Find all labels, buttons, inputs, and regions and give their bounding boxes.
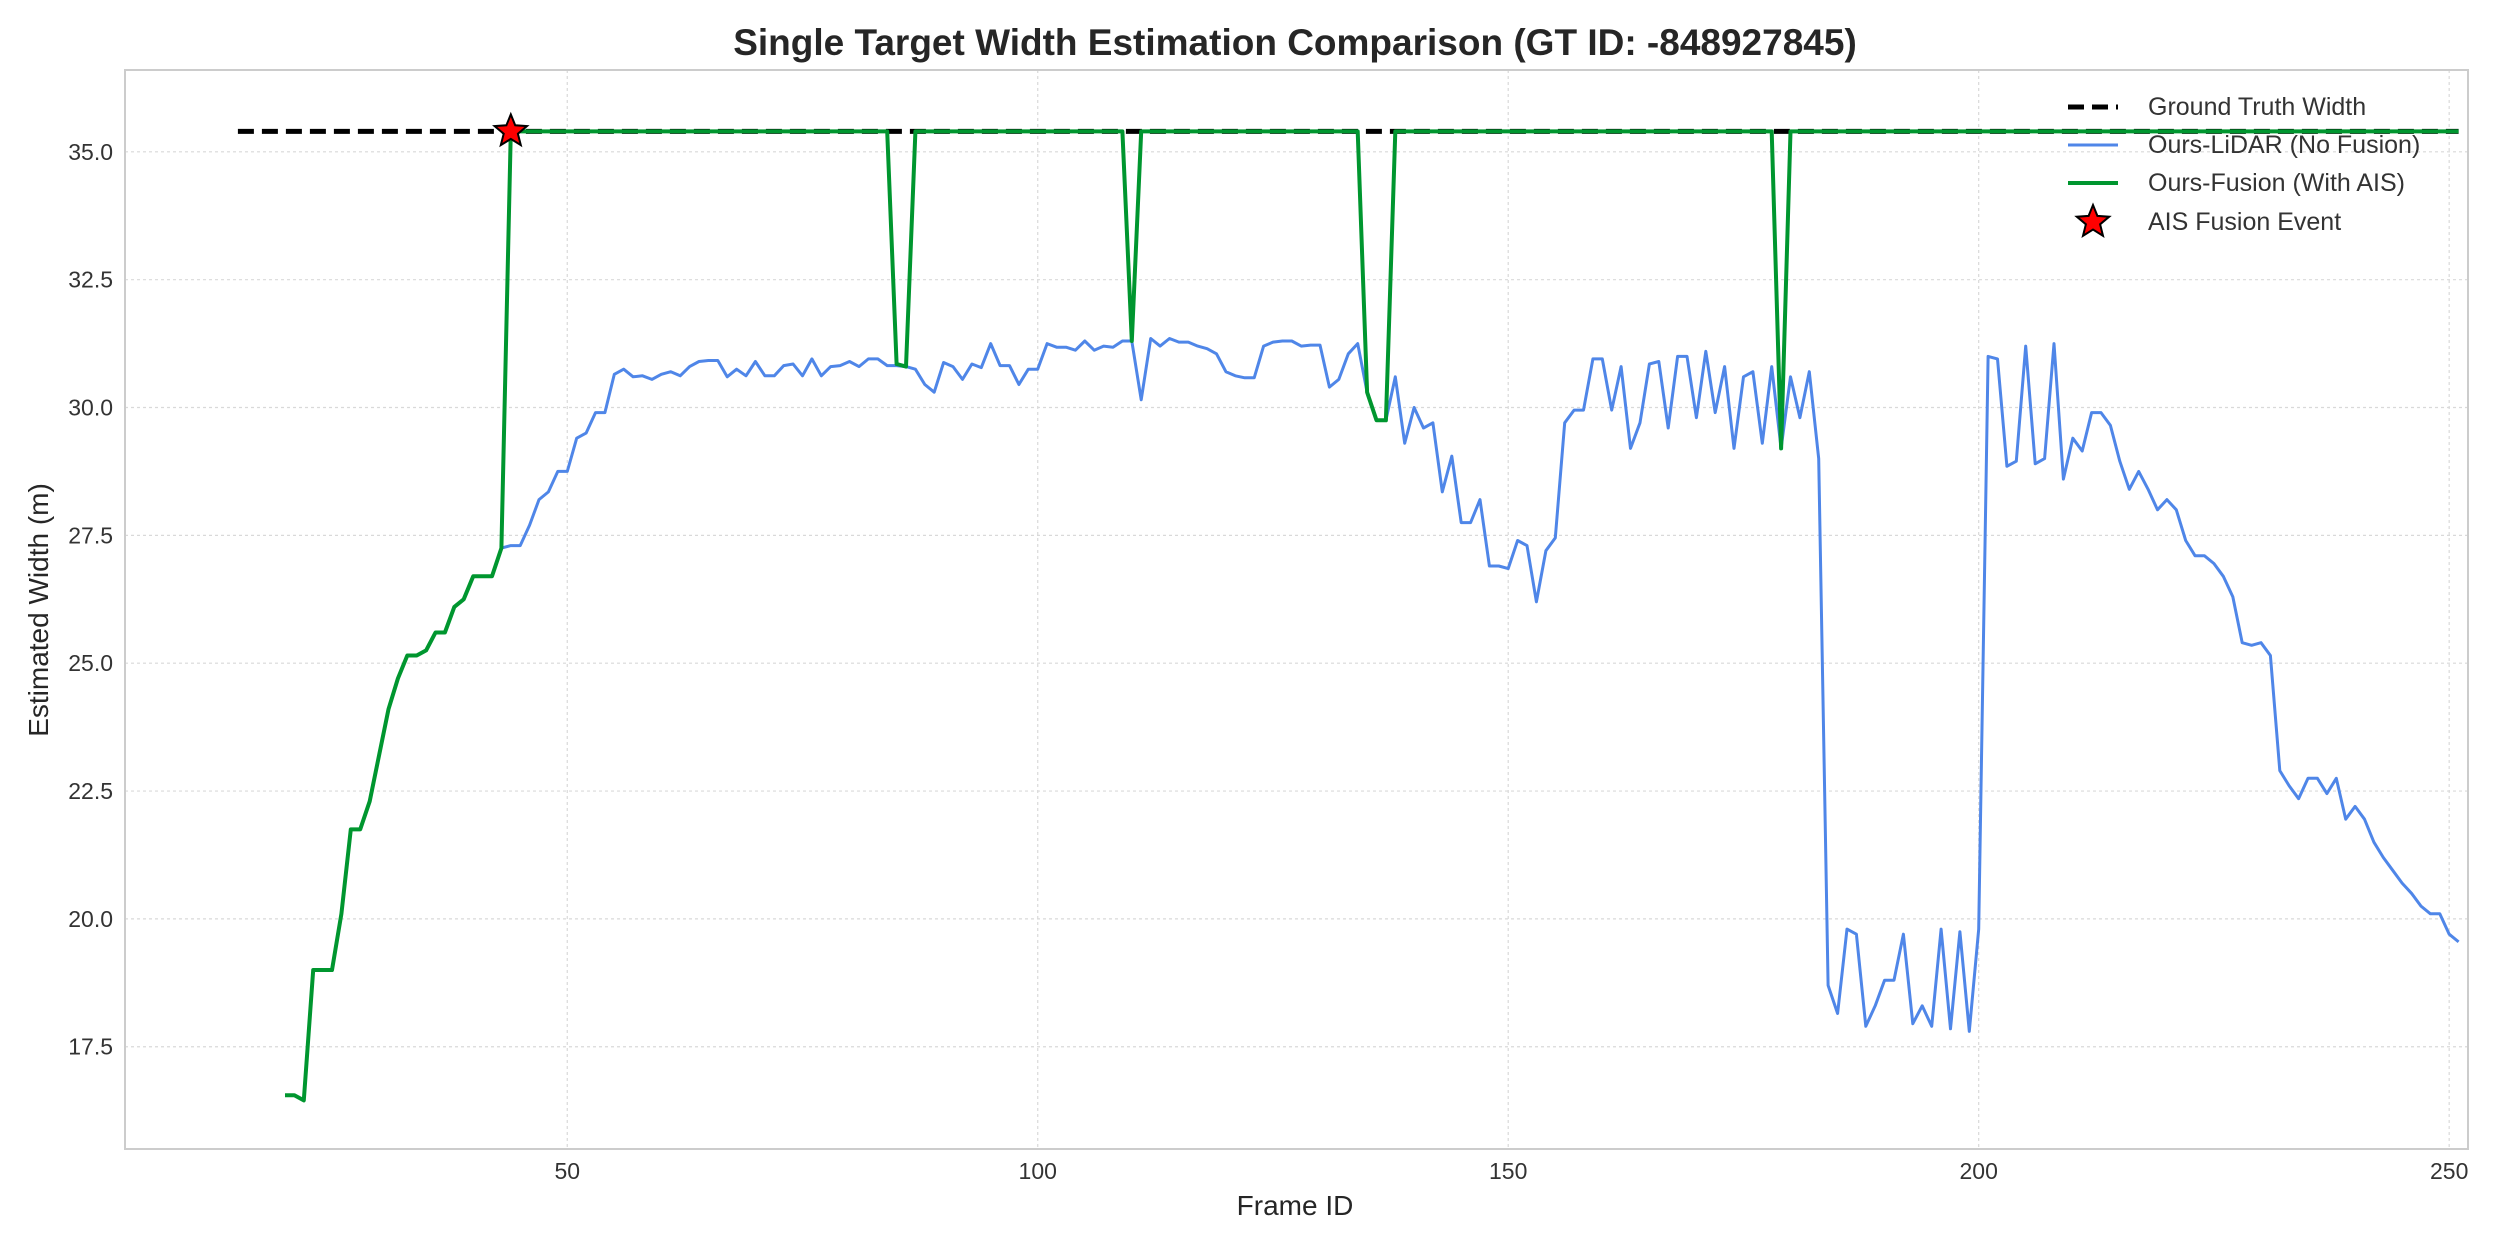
y-tick-label: 32.5	[68, 267, 113, 293]
ais-fusion-star-icon	[492, 111, 530, 148]
y-axis-label: Estimated Width (m)	[23, 483, 54, 737]
legend-label-lidar: Ours-LiDAR (No Fusion)	[2148, 131, 2420, 159]
y-tick-label: 17.5	[68, 1034, 113, 1060]
series-line-fusion	[285, 129, 2459, 1103]
legend-star-icon	[2074, 202, 2112, 238]
x-tick-label: 200	[1960, 1158, 1998, 1184]
ais-fusion-events	[492, 111, 530, 148]
y-tick-label: 22.5	[68, 778, 113, 804]
legend-label-ground-truth: Ground Truth Width	[2148, 93, 2366, 121]
x-tick-label: 50	[554, 1158, 580, 1184]
x-axis-ticks: 50 100 150 200 250	[554, 1158, 2468, 1184]
x-axis-label: Frame ID	[1237, 1190, 1354, 1221]
plot-area	[124, 69, 2469, 1150]
y-tick-label: 35.0	[68, 139, 113, 165]
y-tick-label: 30.0	[68, 395, 113, 421]
legend: Ground Truth Width Ours-LiDAR (No Fusion…	[2068, 93, 2420, 238]
y-axis-ticks: 17.5 20.0 22.5 25.0 27.5 30.0 32.5 35.0	[68, 139, 113, 1060]
x-tick-label: 100	[1019, 1158, 1057, 1184]
y-tick-label: 20.0	[68, 906, 113, 932]
y-tick-label: 25.0	[68, 650, 113, 676]
data-series	[237, 128, 2460, 1103]
gridlines	[125, 70, 2468, 1149]
y-tick-label: 27.5	[68, 522, 113, 548]
x-tick-label: 150	[1489, 1158, 1527, 1184]
chart-title: Single Target Width Estimation Compariso…	[733, 22, 1857, 63]
legend-label-fusion: Ours-Fusion (With AIS)	[2148, 169, 2405, 197]
legend-label-ais-event: AIS Fusion Event	[2148, 208, 2341, 236]
x-tick-label: 250	[2430, 1158, 2468, 1184]
